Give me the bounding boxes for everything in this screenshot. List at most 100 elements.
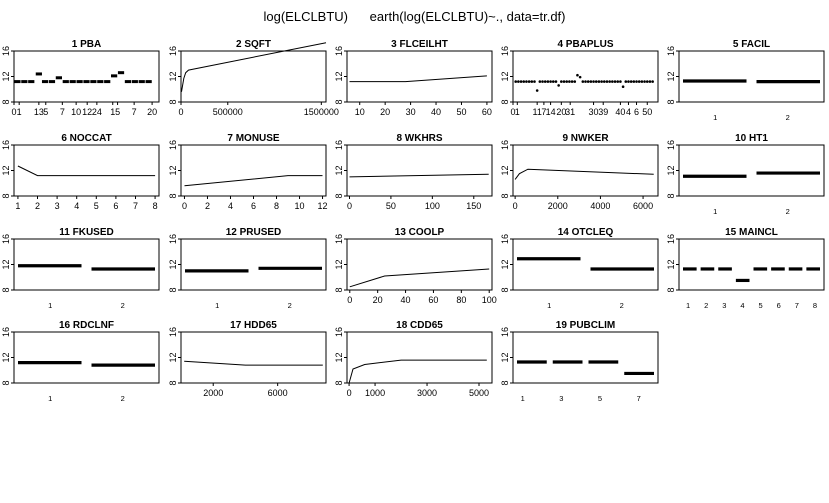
panel-13-frame: [346, 238, 493, 291]
panel-2-ytick-label: 12: [168, 71, 178, 81]
panel-19-ytick-label: 12: [500, 352, 510, 362]
panel-11-ytick-label: 16: [1, 234, 11, 244]
panel-15-xtick-label: 6: [777, 301, 781, 310]
panel-6-xtick-label: 5: [94, 201, 99, 211]
panel-16-ytick-label: 12: [1, 352, 11, 362]
panel-4-point-19: [562, 80, 566, 83]
panel-4-point-36: [608, 80, 611, 83]
panel-4-point-28: [586, 80, 590, 83]
panel-4-xtick-label: 6: [634, 107, 639, 117]
panel-4-xtick-label: 7: [541, 107, 546, 117]
panel-4-point-8: [533, 80, 536, 83]
panel-4-point-15: [551, 80, 555, 83]
panel-4-point-38: [613, 80, 617, 83]
panel-10-ytick-label: 8: [666, 193, 676, 198]
panel-12-ytick-label: 16: [168, 234, 178, 244]
panel-4-point-37: [611, 80, 614, 83]
panel-18-ytick-label: 16: [334, 327, 344, 337]
panel-3-xtick-label: 20: [380, 107, 390, 117]
panel-3-ytick-label: 12: [334, 71, 344, 81]
panel-19-frame: [512, 331, 659, 384]
panel-12-frame: [180, 238, 327, 291]
panel-16-xtick-label: 2: [121, 394, 125, 403]
panel-16-xtick-label: 1: [48, 394, 52, 403]
panel-4-point-27: [584, 80, 587, 83]
panel-17-title: 17 HDD65: [230, 320, 277, 331]
panel-16-frame: [13, 331, 160, 384]
panel-4-point-25: [578, 75, 582, 79]
panel-14-xtick-label: 2: [620, 301, 624, 310]
panel-1-ytick-label: 12: [1, 71, 11, 81]
panel-12-title: 12 PRUSED: [226, 227, 282, 238]
panel-4-point-23: [573, 80, 577, 83]
panel-11-xtick-label: 2: [121, 301, 125, 310]
panel-4-title: 4 PBAPLUS: [557, 39, 613, 50]
panel-16-title: 16 RDCLNF: [59, 320, 114, 331]
panel-1-title: 1 PBA: [72, 39, 101, 50]
panel-8-line: [349, 173, 489, 178]
panel-1-xtick-label: 1: [17, 107, 22, 117]
panel-13-xtick-label: 60: [428, 295, 438, 305]
panel-14-title: 14 OTCLEQ: [558, 227, 614, 238]
panel-4-point-16: [554, 80, 558, 83]
panel-13-title: 13 COOLP: [395, 227, 445, 238]
panel-10-xtick-label: 2: [786, 207, 790, 216]
panel-2: 2 SQFT 8 12 16 0 500000 1500000: [168, 39, 339, 117]
panel-9-xtick-label: 0: [513, 201, 518, 211]
panel-7-title: 7 MONUSE: [227, 133, 280, 144]
panel-1-xtick-label: 12: [82, 107, 92, 117]
panel-18: 18 CDD65 8 12 16 0 1000 3000 5000: [334, 320, 493, 398]
panel-1-xtick-label: 20: [147, 107, 157, 117]
panel-1-xtick-label: 0: [11, 107, 16, 117]
panel-15-ytick-label: 8: [666, 287, 676, 292]
panel-4-point-41: [621, 85, 625, 88]
panel-8-xtick-label: 0: [347, 201, 352, 211]
panel-2-xtick-label: 500000: [213, 107, 243, 117]
panel-15-xtick-label: 5: [758, 301, 762, 310]
panel-7-frame: [180, 144, 327, 197]
panel-4-point-46: [635, 80, 638, 83]
panel-1-xtick-label: 13: [34, 107, 44, 117]
panel-10-ytick-label: 16: [666, 140, 676, 150]
panel-4-point-20: [565, 80, 569, 83]
panel-18-ytick-label: 12: [334, 352, 344, 362]
panel-13-line: [349, 268, 490, 288]
panel-4-point-22: [570, 80, 574, 83]
panel-4-point-3: [519, 80, 523, 83]
panel-4-xtick-label: 11: [532, 107, 541, 117]
panel-8-ytick-label: 12: [334, 165, 344, 175]
panel-4-point-34: [602, 80, 606, 83]
panel-4-xtick-label: 39: [598, 107, 608, 117]
panel-8-ytick-label: 8: [334, 193, 344, 198]
panel-3-xtick-label: 50: [456, 107, 466, 117]
panel-18-line: [348, 359, 487, 384]
panel-4-point-31: [594, 80, 598, 83]
panel-9-xtick-label: 6000: [633, 201, 653, 211]
panel-14-ytick-label: 16: [500, 234, 510, 244]
panel-13-xtick-label: 0: [347, 295, 352, 305]
panel-2-frame: [180, 50, 327, 103]
panel-3-xtick-label: 60: [482, 107, 492, 117]
panel-14-frame: [512, 238, 659, 291]
panel-19-xtick-label: 1: [521, 394, 525, 403]
panel-9-ytick-label: 16: [500, 140, 510, 150]
panel-13-ytick-label: 16: [334, 234, 344, 244]
panel-5-frame: [678, 50, 825, 103]
panel-4-point-24: [576, 73, 579, 77]
panel-3: 3 FLCEILHT 8 12 16 10 20 30 40 50 60: [334, 39, 493, 117]
panel-18-xtick-label: 1000: [365, 388, 385, 398]
panel-4-point-50: [645, 80, 649, 83]
panel-6-line: [17, 165, 156, 177]
panel-7-ytick-label: 16: [168, 140, 178, 150]
panel-4-point-51: [648, 80, 652, 83]
panel-15-frame: [678, 238, 825, 291]
panel-4-ytick-label: 16: [500, 46, 510, 56]
panel-13-xtick-label: 80: [456, 295, 466, 305]
panel-6-xtick-label: 6: [113, 201, 118, 211]
panel-12-ytick-label: 12: [168, 259, 178, 269]
panel-3-xtick-label: 30: [406, 107, 416, 117]
panel-7-xtick-label: 10: [295, 201, 305, 211]
